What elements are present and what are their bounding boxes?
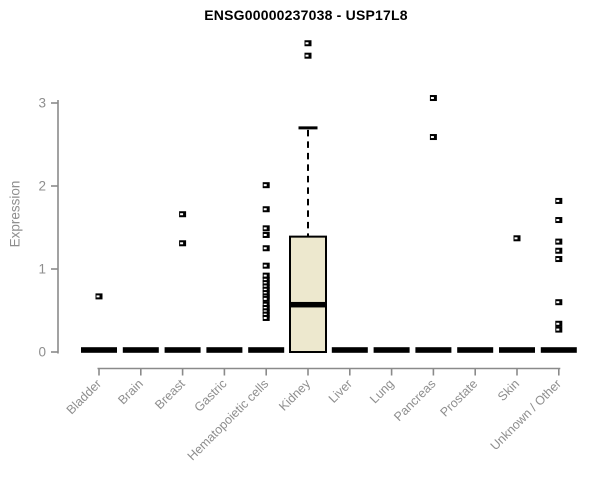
outlier-point-dash [556, 249, 560, 252]
category-label: Bladder [64, 377, 104, 417]
zero-bar [122, 347, 159, 353]
zero-bar [373, 347, 410, 353]
outlier-point-dash [305, 54, 309, 57]
category-label: Unknown / Other [488, 377, 564, 453]
outlier-point-dash [263, 303, 267, 306]
outlier-point-dash [514, 237, 518, 240]
outlier-point-dash [263, 208, 267, 211]
category-label: Liver [326, 377, 355, 406]
outlier-point-dash [263, 297, 267, 300]
outlier-point-dash [263, 310, 267, 313]
outlier-point-dash [556, 328, 560, 331]
outlier-point-dash [263, 274, 267, 277]
outlier-point-dash [180, 213, 184, 216]
outlier-point-dash [263, 292, 267, 295]
median-line [290, 301, 326, 308]
y-tick-label: 2 [38, 179, 46, 194]
zero-bar [540, 347, 577, 353]
zero-bar [415, 347, 452, 353]
category-label: Prostate [437, 377, 480, 420]
zero-bar [164, 347, 201, 353]
outlier-point-dash [305, 42, 309, 45]
zero-bar [331, 347, 368, 353]
outlier-point-dash [96, 295, 100, 298]
zero-bar [457, 347, 494, 353]
outlier-point-dash [263, 233, 267, 236]
outlier-point-dash [263, 307, 267, 310]
category-label: Gastric [192, 377, 230, 415]
category-label: Hematopoietic cells [185, 377, 272, 464]
outlier-point-dash [556, 322, 560, 325]
outlier-point-dash [556, 199, 560, 202]
outlier-point-dash [263, 282, 267, 285]
y-tick-label: 1 [38, 262, 46, 277]
zero-bar [81, 347, 117, 353]
outlier-point-dash [556, 258, 560, 261]
outlier-point-dash [263, 247, 267, 250]
category-label: Breast [152, 376, 188, 412]
y-tick-label: 0 [38, 345, 46, 360]
outlier-point-dash [263, 264, 267, 267]
outlier-point-dash [556, 301, 560, 304]
category-label: Brain [115, 377, 146, 408]
zero-bar [499, 347, 535, 353]
outlier-point-dash [263, 288, 267, 291]
outlier-point-dash [556, 240, 560, 243]
outlier-point-dash [263, 184, 267, 187]
chart-title: ENSG00000237038 - USP17L8 [204, 7, 408, 23]
outlier-point-dash [263, 313, 267, 316]
outlier-point-dash [430, 97, 434, 100]
outlier-point-dash [556, 219, 560, 222]
outlier-point-dash [263, 278, 267, 281]
outlier-point-dash [263, 227, 267, 230]
category-label: Pancreas [391, 377, 438, 424]
y-tick-label: 3 [38, 96, 46, 111]
zero-bar [206, 347, 243, 353]
category-label: Lung [367, 377, 397, 407]
outlier-point-dash [263, 316, 267, 319]
category-label: Kidney [276, 376, 313, 413]
box [289, 235, 327, 354]
outlier-point-dash [180, 242, 184, 245]
category-label: Skin [495, 377, 522, 404]
outlier-point-dash [263, 285, 267, 288]
outlier-point-dash [430, 136, 434, 139]
zero-bar [248, 347, 285, 353]
